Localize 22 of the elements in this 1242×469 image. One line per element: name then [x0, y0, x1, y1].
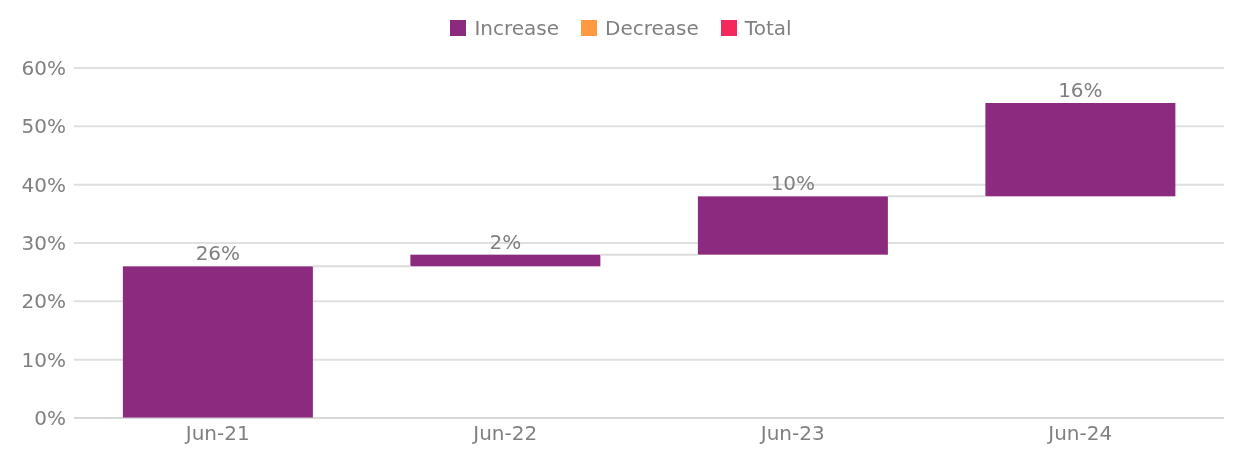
y-tick-label: 50% [21, 114, 66, 139]
x-tick-label: Jun-22 [471, 421, 538, 446]
y-tick-label: 10% [21, 347, 66, 372]
bar [697, 196, 888, 255]
x-tick-label: Jun-24 [1046, 421, 1113, 446]
y-tick-label: 60% [21, 56, 66, 81]
bar [122, 266, 313, 418]
bar [410, 254, 601, 267]
y-tick-label: 20% [21, 289, 66, 314]
bar [985, 103, 1176, 197]
legend-label: Total [744, 16, 792, 40]
x-tick-label: Jun-23 [758, 421, 825, 446]
x-tick-label: Jun-21 [183, 421, 250, 446]
y-tick-label: 0% [34, 406, 66, 431]
data-label: 16% [1058, 78, 1103, 102]
data-label: 2% [489, 229, 522, 254]
data-label: 26% [195, 241, 241, 266]
y-tick-label: 40% [21, 172, 66, 197]
legend-label: Decrease [605, 16, 699, 40]
y-tick-label: 30% [21, 231, 66, 256]
data-label: 10% [770, 171, 816, 196]
legend-label: Increase [474, 16, 560, 40]
